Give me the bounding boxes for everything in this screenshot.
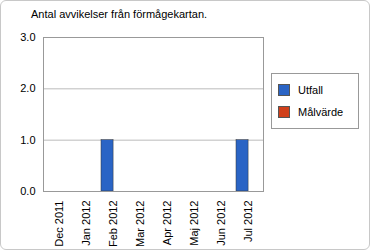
svg-text:Mar 2012: Mar 2012 <box>134 201 146 247</box>
svg-text:1.0: 1.0 <box>20 134 35 146</box>
html-text:Målvärde: Målvärde <box>298 106 344 118</box>
svg-text:Apr 2012: Apr 2012 <box>161 201 173 246</box>
svg-text:2.0: 2.0 <box>20 82 35 94</box>
svg-text:Jul 2012: Jul 2012 <box>242 201 254 243</box>
svg-text:Jun 2012: Jun 2012 <box>215 201 227 246</box>
svg-text:3.0: 3.0 <box>20 31 35 43</box>
svg-text:Jan 2012: Jan 2012 <box>80 201 92 246</box>
svg-text:Dec 2011: Dec 2011 <box>53 201 65 247</box>
svg-text:0.0: 0.0 <box>20 185 35 197</box>
svg-text:Maj 2012: Maj 2012 <box>188 201 200 246</box>
html-text:Utfall: Utfall <box>298 84 324 96</box>
html-text:Antal avvikelser från förmågek: Antal avvikelser från förmågekartan. <box>31 8 208 20</box>
svg-text:Feb 2012: Feb 2012 <box>107 201 119 247</box>
